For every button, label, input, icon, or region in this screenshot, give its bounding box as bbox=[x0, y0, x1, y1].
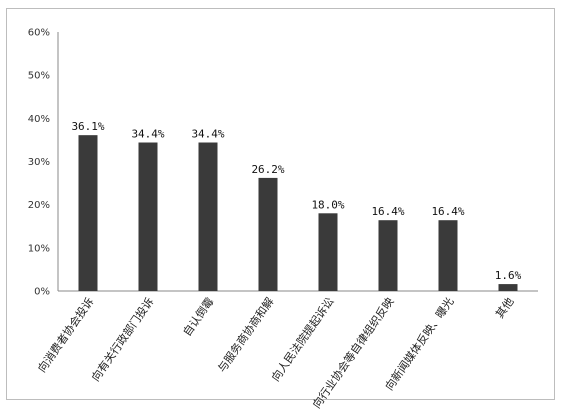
data-label: 34.4% bbox=[191, 128, 224, 141]
category-label: 其他 bbox=[493, 295, 516, 320]
bar bbox=[78, 135, 98, 291]
y-tick-label: 40% bbox=[28, 114, 50, 125]
category-label: 向人民法院提起诉讼 bbox=[268, 295, 336, 384]
bar bbox=[378, 220, 398, 291]
y-tick-label: 30% bbox=[28, 157, 50, 168]
data-label: 18.0% bbox=[311, 198, 344, 211]
y-tick-label: 0% bbox=[34, 287, 50, 298]
category-label: 向有关行政部门投诉 bbox=[88, 295, 156, 384]
category-label: 向新闻媒体反映、曝光 bbox=[382, 295, 457, 393]
y-tick-label: 10% bbox=[28, 243, 50, 254]
data-label: 1.6% bbox=[495, 269, 522, 282]
y-tick-label: 50% bbox=[28, 71, 50, 82]
data-label: 16.4% bbox=[371, 205, 404, 218]
data-label: 34.4% bbox=[131, 128, 164, 141]
bar bbox=[318, 213, 338, 291]
category-label: 向消费者协会投诉 bbox=[35, 295, 97, 375]
category-label: 自认倒霉 bbox=[181, 295, 217, 338]
data-label: 26.2% bbox=[251, 163, 284, 176]
y-tick-label: 20% bbox=[28, 200, 50, 211]
data-label: 16.4% bbox=[431, 205, 464, 218]
bar bbox=[138, 142, 158, 291]
data-label: 36.1% bbox=[71, 120, 104, 133]
bar bbox=[198, 142, 218, 291]
category-label: 与服务商协商和解 bbox=[215, 295, 277, 375]
bar bbox=[498, 284, 518, 291]
bar bbox=[258, 177, 278, 291]
y-tick-label: 60% bbox=[28, 28, 50, 39]
bar bbox=[438, 220, 458, 291]
